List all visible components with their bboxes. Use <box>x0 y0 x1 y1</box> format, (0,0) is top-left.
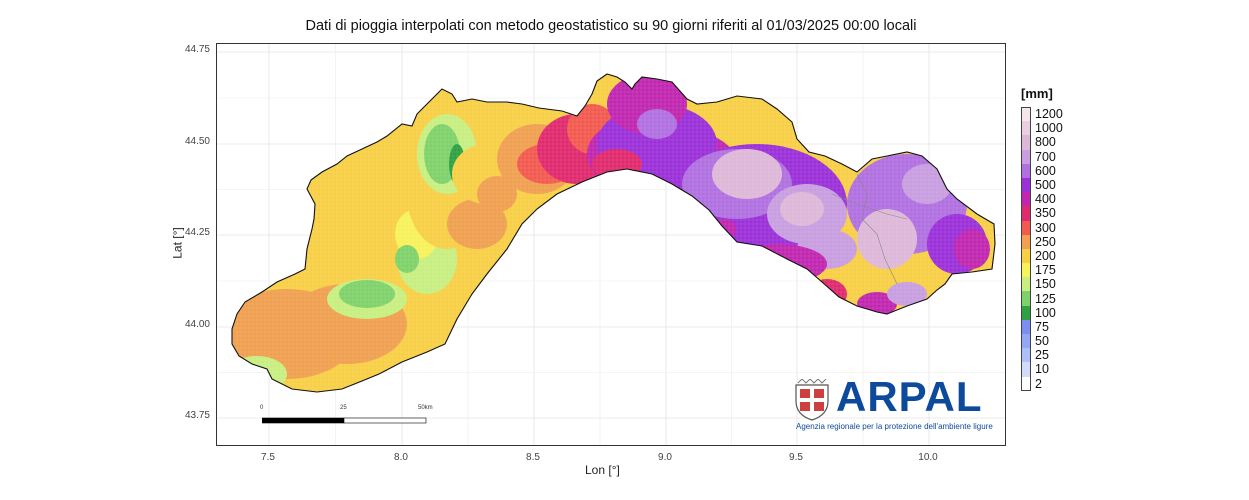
legend: [mm] 1200 1000 800 700 600 500 400 350 300 250 200… <box>1021 86 1063 391</box>
legend-label: 10 <box>1035 362 1049 377</box>
y-tick-label: 44.75 <box>184 44 210 55</box>
map-canvas <box>217 44 1005 445</box>
legend-item: 1000 <box>1021 121 1063 136</box>
y-tick-label: 44.50 <box>184 136 210 147</box>
legend-label: 150 <box>1035 277 1056 292</box>
legend-item: 700 <box>1021 149 1063 164</box>
liguria-shield-icon <box>795 378 829 421</box>
x-tick-label: 9.5 <box>789 452 803 463</box>
x-tick-label: 9.0 <box>658 452 672 463</box>
legend-item: 25 <box>1021 348 1063 363</box>
legend-swatch <box>1021 263 1031 278</box>
legend-label: 100 <box>1035 305 1056 320</box>
x-tick-label: 7.5 <box>261 452 275 463</box>
legend-swatch <box>1021 220 1031 235</box>
legend-swatch <box>1021 177 1031 193</box>
arpal-logo-subtitle: Agenzia regionale per la protezione dell… <box>796 422 993 431</box>
legend-label: 2 <box>1035 376 1042 391</box>
legend-title: [mm] <box>1021 86 1053 101</box>
scale-label-50: 50km <box>418 405 433 411</box>
legend-label: 25 <box>1035 348 1049 363</box>
legend-label: 75 <box>1035 319 1049 334</box>
legend-swatch <box>1021 362 1031 377</box>
legend-swatch <box>1021 121 1031 136</box>
x-axis-label: Lon [°] <box>585 463 620 477</box>
province-boundary <box>856 173 898 285</box>
legend-label: 500 <box>1035 178 1056 193</box>
legend-item: 500 <box>1021 177 1063 193</box>
x-tick-label: 8.5 <box>526 452 540 463</box>
legend-swatch <box>1021 305 1031 320</box>
y-tick-label: 44.25 <box>184 227 210 238</box>
legend-item: 300 <box>1021 220 1063 235</box>
map-panel[interactable] <box>216 43 1006 446</box>
legend-label: 175 <box>1035 263 1056 278</box>
province-boundary <box>831 193 908 220</box>
legend-item: 10 <box>1021 362 1063 377</box>
scale-label-0: 0 <box>260 405 264 411</box>
legend-label: 125 <box>1035 291 1056 306</box>
x-tick-label: 8.0 <box>394 452 408 463</box>
legend-swatch <box>1021 149 1031 164</box>
legend-swatch <box>1021 234 1031 249</box>
legend-item: 175 <box>1021 263 1063 278</box>
legend-item: 350 <box>1021 206 1063 221</box>
legend-item: 600 <box>1021 163 1063 178</box>
arpal-logo: ARPAL Agenzia regionale per la protezion… <box>794 373 993 431</box>
legend-swatch <box>1021 277 1031 292</box>
legend-swatch <box>1021 319 1031 334</box>
legend-swatch <box>1021 248 1031 264</box>
legend-label: 250 <box>1035 234 1056 249</box>
legend-swatch <box>1021 291 1031 306</box>
legend-swatch <box>1021 192 1031 207</box>
map-title: Dati di pioggia interpolati con metodo g… <box>305 18 917 34</box>
legend-item: 800 <box>1021 135 1063 150</box>
legend-item: 75 <box>1021 319 1063 334</box>
legend-swatch <box>1021 206 1031 221</box>
legend-label: 700 <box>1035 149 1056 164</box>
legend-swatch <box>1021 334 1031 349</box>
legend-swatch <box>1021 348 1031 363</box>
legend-swatch <box>1021 107 1031 122</box>
legend-label: 200 <box>1035 248 1056 263</box>
legend-item: 2 <box>1021 376 1063 391</box>
legend-label: 300 <box>1035 220 1056 235</box>
scale-label-25: 25 <box>340 405 347 411</box>
legend-label: 400 <box>1035 192 1056 207</box>
legend-swatch <box>1021 376 1031 391</box>
y-tick-label: 44.00 <box>184 319 210 330</box>
y-tick-label: 43.75 <box>184 410 210 421</box>
legend-label: 800 <box>1035 135 1056 150</box>
y-axis-label: Lat [°] <box>170 227 185 259</box>
legend-item: 100 <box>1021 305 1063 320</box>
legend-label: 1000 <box>1035 121 1063 136</box>
arpal-logo-text: ARPAL <box>836 373 983 420</box>
scale-bar: 0 25 50km <box>260 405 433 431</box>
legend-swatch <box>1021 135 1031 150</box>
legend-item: 200 <box>1021 248 1063 264</box>
legend-label: 350 <box>1035 206 1056 221</box>
legend-item: 50 <box>1021 334 1063 349</box>
legend-item: 250 <box>1021 234 1063 249</box>
legend-label: 1200 <box>1035 107 1063 122</box>
legend-item: 150 <box>1021 277 1063 292</box>
legend-label: 600 <box>1035 163 1056 178</box>
legend-label: 50 <box>1035 334 1049 349</box>
legend-item: 125 <box>1021 291 1063 306</box>
legend-item: 400 <box>1021 192 1063 207</box>
x-tick-label: 10.0 <box>918 452 938 463</box>
legend-swatch <box>1021 163 1031 178</box>
legend-item: 1200 <box>1021 107 1063 122</box>
